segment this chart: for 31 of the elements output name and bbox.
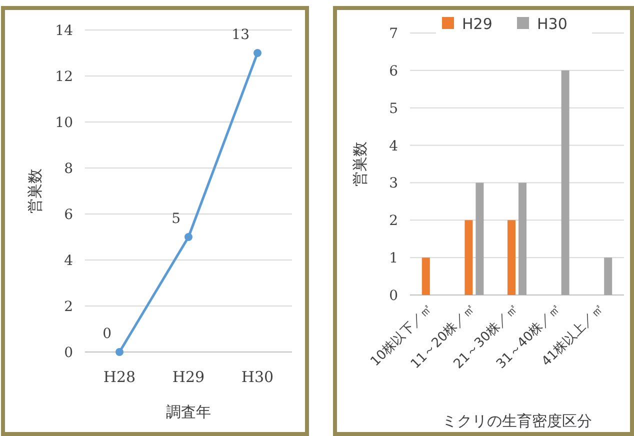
legend-label: H30 — [537, 15, 568, 33]
point — [254, 49, 262, 57]
y-tick-label: 5 — [389, 100, 398, 117]
y-tick-label: 6 — [64, 207, 74, 223]
x-tick-label: H29 — [172, 368, 205, 386]
y-tick-label: 6 — [389, 63, 398, 80]
y-axis-title: 営巣数 — [26, 168, 44, 214]
x-axis-title: ミクリの生育密度区分 — [442, 412, 592, 430]
y-tick-label: 2 — [389, 213, 398, 230]
y-tick-label: 7 — [389, 26, 398, 42]
y-tick-label: 1 — [389, 250, 398, 267]
data-label: 13 — [232, 27, 250, 43]
data-label: 5 — [172, 211, 180, 227]
data-label: 0 — [102, 326, 112, 342]
point — [184, 233, 192, 241]
y-tick-label: 4 — [389, 138, 398, 154]
point — [116, 348, 124, 356]
y-tick-label: 0 — [64, 345, 73, 361]
y-tick-label: 10 — [55, 115, 73, 131]
x-tick-label: H30 — [241, 368, 274, 386]
y-tick-label: 14 — [55, 23, 74, 39]
y-tick-label: 3 — [389, 176, 398, 192]
x-axis-title: 調査年 — [166, 403, 211, 421]
y-tick-label: 0 — [389, 288, 398, 304]
legend-label: H29 — [462, 15, 492, 33]
y-tick-label: 8 — [64, 161, 73, 177]
y-tick-label: 2 — [64, 299, 73, 315]
y-axis-title: 営巣数 — [351, 142, 369, 186]
y-tick-label: 4 — [64, 253, 74, 269]
y-tick-label: 12 — [55, 69, 73, 85]
x-tick-label: H28 — [103, 368, 136, 386]
